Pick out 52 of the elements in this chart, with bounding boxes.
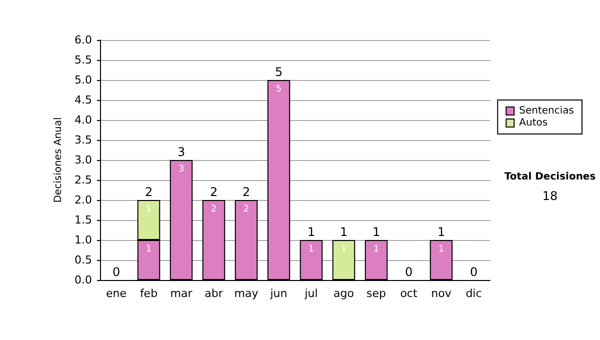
x-tick-label: dic bbox=[466, 287, 482, 300]
total-label: 1 bbox=[437, 225, 446, 239]
x-tick-label: abr bbox=[204, 287, 224, 300]
data-label: 1 bbox=[308, 244, 314, 254]
total-label: 2 bbox=[210, 185, 218, 199]
x-tick-label: ene bbox=[106, 287, 127, 300]
text: 4.0 bbox=[74, 114, 92, 126]
total-label: 1 bbox=[307, 225, 316, 239]
total-label: 0 bbox=[404, 265, 413, 279]
total-label: 2 bbox=[144, 185, 153, 199]
data-label: 1 bbox=[438, 244, 444, 254]
total-label: 0 bbox=[112, 265, 120, 279]
x-tick-label: jul bbox=[304, 287, 318, 300]
text: 2.0 bbox=[74, 194, 92, 206]
data-label: 3 bbox=[178, 164, 184, 174]
data-label: 1 bbox=[340, 244, 347, 254]
y-axis-title: Decisiones Anual bbox=[53, 117, 64, 203]
legend-label: Autos bbox=[519, 118, 548, 128]
x-tick-label: mar bbox=[170, 287, 193, 300]
data-label: 1 bbox=[146, 204, 152, 214]
total-label: 5 bbox=[274, 65, 283, 79]
text: 0.5 bbox=[74, 254, 92, 266]
text: 5.5 bbox=[74, 54, 92, 66]
x-tick-label: ago bbox=[334, 287, 354, 300]
data-label: 1 bbox=[146, 244, 152, 254]
x-tick-label: oct bbox=[400, 287, 418, 300]
data-label: 1 bbox=[373, 244, 380, 254]
data-label: 2 bbox=[210, 204, 217, 214]
data-label: 2 bbox=[243, 204, 250, 214]
x-tick-label: jun bbox=[269, 287, 288, 300]
text: 4.5 bbox=[74, 94, 92, 106]
text: 18 bbox=[542, 189, 558, 203]
text: 3.5 bbox=[74, 134, 92, 146]
text: 6.0 bbox=[74, 34, 92, 46]
text: Total Decisiones bbox=[504, 172, 596, 182]
legend-label: Sentencias bbox=[519, 106, 574, 116]
x-tick-label: nov bbox=[431, 287, 452, 300]
x-tick-label: sep bbox=[366, 287, 386, 300]
text: 1.0 bbox=[74, 234, 92, 246]
x-tick-label: may bbox=[234, 287, 259, 300]
text: 3.0 bbox=[74, 154, 92, 166]
total-label: 1 bbox=[372, 225, 380, 239]
text: 1.5 bbox=[74, 214, 92, 226]
data-label: 5 bbox=[276, 84, 282, 94]
text: 2.5 bbox=[74, 174, 92, 186]
total-label: 1 bbox=[340, 225, 348, 239]
total-label: 3 bbox=[177, 145, 186, 159]
total-label: 2 bbox=[242, 185, 250, 199]
text: 5.0 bbox=[74, 74, 92, 86]
x-tick-label: feb bbox=[140, 287, 158, 300]
total-label: 0 bbox=[470, 265, 478, 279]
text: 0.0 bbox=[74, 274, 92, 286]
